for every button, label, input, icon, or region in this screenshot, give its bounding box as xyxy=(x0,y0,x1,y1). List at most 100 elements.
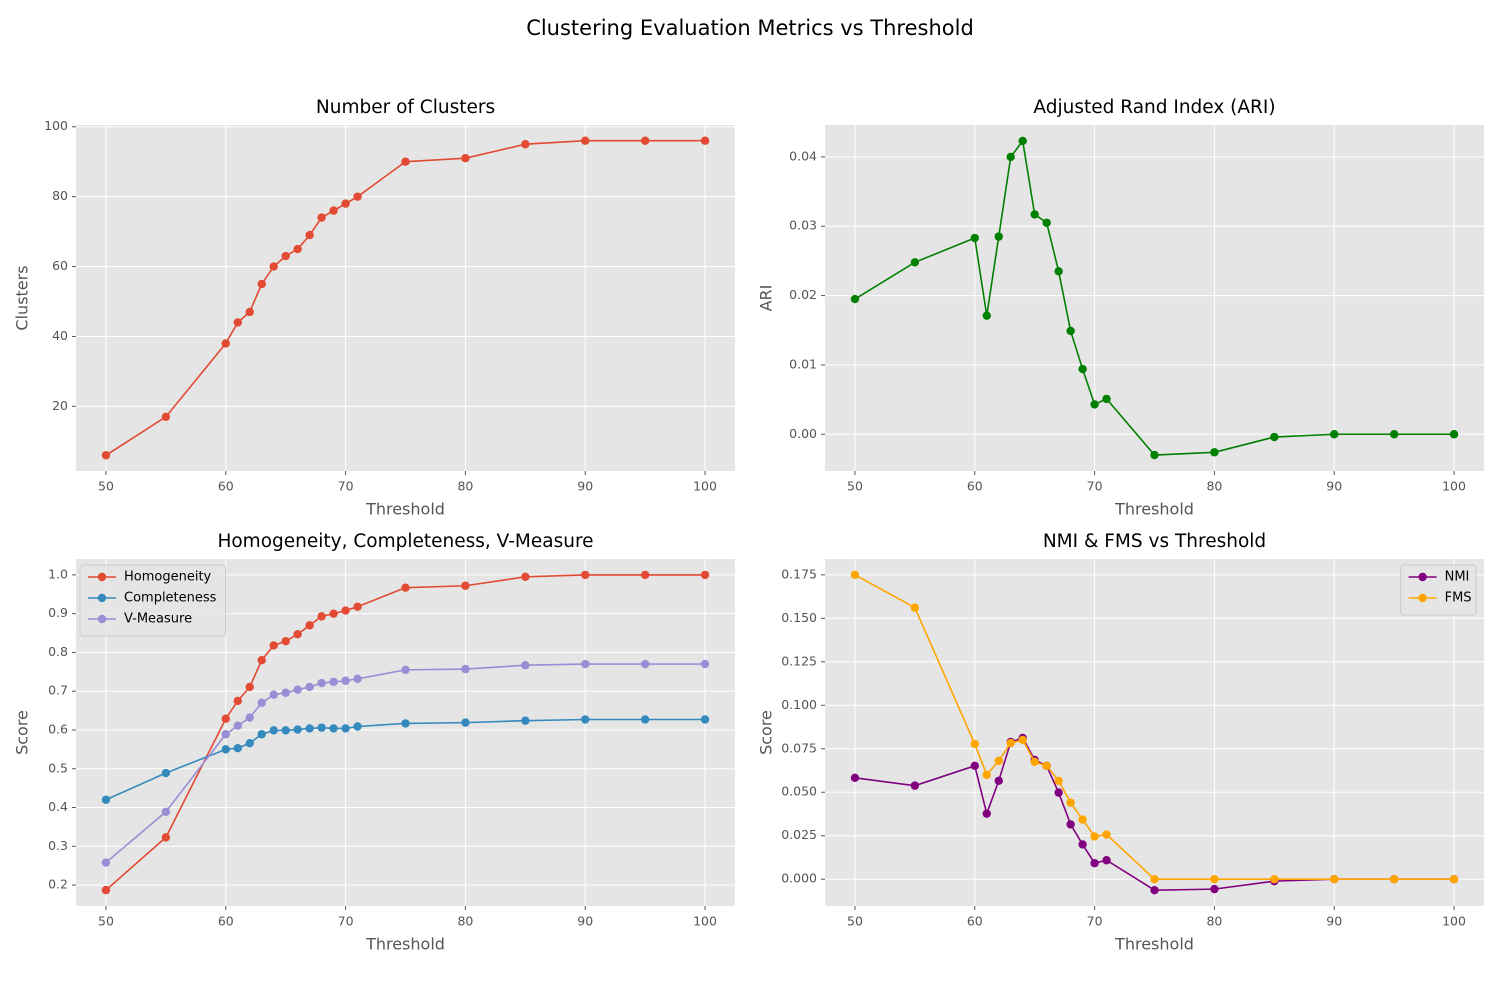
data-point xyxy=(353,192,362,201)
data-point xyxy=(700,136,710,145)
data-point xyxy=(161,412,171,422)
y-tick-label: 0.02 xyxy=(789,287,817,302)
data-point xyxy=(257,279,266,289)
data-point xyxy=(293,685,302,694)
y-tick-label: 0.075 xyxy=(781,740,817,755)
x-tick-label: 100 xyxy=(693,479,717,494)
data-point xyxy=(101,885,111,895)
x-tick-label: 70 xyxy=(1087,914,1103,929)
data-point xyxy=(970,233,979,243)
data-point xyxy=(850,570,860,580)
x-tick-label: 60 xyxy=(218,479,234,494)
data-point xyxy=(257,655,266,665)
x-tick-label: 80 xyxy=(457,914,473,929)
data-point xyxy=(521,716,530,725)
data-point xyxy=(161,833,171,842)
x-tick-label: 60 xyxy=(967,914,983,929)
x-axis-label: Threshold xyxy=(365,500,445,519)
data-point xyxy=(1102,830,1111,839)
data-point xyxy=(305,724,314,733)
legend-label: V-Measure xyxy=(124,612,192,627)
data-point xyxy=(329,609,338,618)
y-tick-label: 60 xyxy=(52,258,68,273)
data-point xyxy=(305,682,314,692)
y-tick-label: 40 xyxy=(52,328,68,343)
legend-marker xyxy=(1418,572,1427,582)
data-point xyxy=(329,724,338,733)
y-tick-label: 0.7 xyxy=(48,683,68,698)
y-tick-label: 0.5 xyxy=(48,760,68,775)
data-point xyxy=(1042,761,1051,771)
data-point xyxy=(401,157,410,166)
x-tick-label: 50 xyxy=(847,914,863,929)
x-tick-label: 80 xyxy=(1206,479,1222,494)
data-point xyxy=(1030,757,1039,767)
data-point xyxy=(269,641,278,650)
y-tick-label: 0.050 xyxy=(781,784,817,799)
x-tick-label: 100 xyxy=(693,914,717,929)
legend-label: Completeness xyxy=(124,591,217,606)
data-point xyxy=(521,572,530,582)
data-point xyxy=(1210,884,1219,894)
data-point xyxy=(293,244,302,254)
x-tick-label: 90 xyxy=(1326,914,1342,929)
data-point xyxy=(1389,875,1399,884)
data-point xyxy=(1150,875,1159,884)
data-point xyxy=(1090,832,1099,841)
data-point xyxy=(1270,875,1279,884)
data-point xyxy=(1054,776,1063,785)
y-tick-label: 0.01 xyxy=(789,356,817,371)
data-point xyxy=(1330,875,1339,884)
y-tick-label: 0.000 xyxy=(781,871,817,886)
y-tick-label: 20 xyxy=(52,398,68,413)
data-point xyxy=(640,715,650,724)
data-point xyxy=(101,795,111,804)
data-point xyxy=(1389,430,1399,439)
data-point xyxy=(341,676,350,685)
data-point xyxy=(982,809,991,818)
data-point xyxy=(1449,875,1459,884)
series-line xyxy=(854,138,1455,456)
y-tick-label: 100 xyxy=(44,118,68,133)
data-point xyxy=(994,756,1003,765)
data-point xyxy=(1102,394,1111,404)
x-tick-label: 50 xyxy=(98,914,114,929)
data-point xyxy=(1066,326,1075,336)
data-point xyxy=(1150,885,1159,895)
data-point xyxy=(700,715,710,724)
data-point xyxy=(245,738,254,748)
y-tick-label: 0.175 xyxy=(781,566,817,581)
data-point xyxy=(700,570,710,580)
data-point xyxy=(353,674,362,684)
x-tick-label: 50 xyxy=(98,479,114,494)
data-point xyxy=(317,723,326,732)
data-point xyxy=(401,665,410,675)
data-point xyxy=(317,678,326,688)
data-point xyxy=(293,725,302,734)
data-point xyxy=(1090,859,1099,868)
data-point xyxy=(850,773,860,783)
data-point xyxy=(269,690,278,699)
data-point xyxy=(1210,448,1219,457)
data-point xyxy=(293,630,302,639)
data-point xyxy=(581,570,590,580)
data-point xyxy=(161,807,171,816)
x-axis-label: Threshold xyxy=(1114,500,1194,519)
y-tick-label: 0.3 xyxy=(48,838,68,853)
y-tick-label: 0.125 xyxy=(781,653,817,668)
data-point xyxy=(257,730,266,739)
data-point xyxy=(221,745,230,754)
data-point xyxy=(910,603,920,612)
data-point xyxy=(461,581,470,590)
data-point xyxy=(1066,820,1075,829)
data-point xyxy=(353,722,362,731)
subplot-title: NMI & FMS vs Threshold xyxy=(1043,531,1266,552)
legend-marker xyxy=(97,614,107,624)
x-tick-label: 90 xyxy=(1326,479,1342,494)
data-point xyxy=(245,307,254,317)
x-tick-label: 70 xyxy=(338,479,354,494)
data-point xyxy=(461,154,470,163)
legend-marker xyxy=(97,572,107,582)
data-point xyxy=(1042,218,1051,227)
data-point xyxy=(305,230,314,240)
